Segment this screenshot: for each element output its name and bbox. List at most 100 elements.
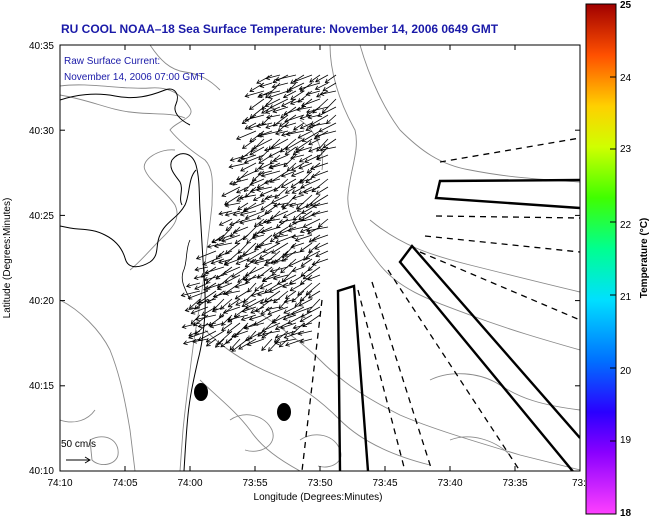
current-vector [242,306,257,313]
current-vector [270,98,289,109]
current-vector [229,218,249,226]
colorbar-tick-label: 20 [620,366,632,377]
current-vector-head [255,307,260,313]
current-vector-head [292,324,298,330]
current-vector-head [282,316,288,321]
current-vector-head [283,110,289,116]
current-vector [229,162,249,168]
current-vector [272,314,289,323]
current-vector [236,170,257,181]
current-vector [317,106,337,117]
current-vector [256,74,273,84]
current-vector [264,178,281,184]
current-vector-head [282,283,287,289]
current-vector [211,258,225,264]
current-vector [273,154,289,162]
current-vector-head [231,273,237,278]
current-vector [258,154,273,164]
current-vector-head [254,287,260,292]
current-vector [215,250,225,260]
current-vector [296,106,313,111]
current-vector-head [241,144,247,149]
current-vector [213,298,225,311]
current-vector-head [278,304,284,310]
current-vector [274,234,289,239]
current-vector-head [236,255,242,260]
current-vector [217,274,233,288]
caption-line-1: Raw Surface Current: [64,56,160,67]
current-vector-head [251,234,257,240]
current-vector-head [265,306,271,312]
current-vector [257,290,273,296]
y-tick-label: 40:30 [29,126,54,137]
current-vector-head [261,327,267,332]
current-vector-head [184,307,190,313]
current-vector-head [188,334,193,340]
current-vector [304,154,321,163]
current-vector [195,266,209,271]
current-vector [233,226,249,234]
x-tick-label: 74:00 [177,478,202,489]
current-vector [194,274,209,279]
current-vector-head [316,147,321,152]
current-vector [244,202,265,212]
y-tick-label: 40:15 [29,381,54,392]
current-vector [307,298,321,313]
current-vector [291,322,305,336]
current-vector-head [194,266,200,272]
current-vector-head [267,94,273,99]
current-vector-head [260,198,266,203]
current-vector [238,338,257,350]
current-vector-head [186,283,191,288]
current-vector [265,122,281,129]
current-vector-head [181,324,187,329]
current-vector-head [299,280,305,285]
current-vector-head [283,123,289,128]
current-vector [308,122,329,127]
current-vector [306,194,321,208]
current-vector [284,250,305,256]
current-vector-head [236,176,241,181]
current-vector-head [237,278,242,283]
current-vector [235,234,249,244]
current-vector [206,274,217,284]
current-vector [254,226,273,236]
current-vector-head [303,189,309,194]
current-vector-head [210,260,216,265]
current-vector-head [278,219,284,225]
current-vector-head [238,254,243,260]
current-vector [300,122,313,129]
current-vector-head [287,227,293,233]
current-vector-head [205,342,211,347]
current-vector-head [315,133,320,138]
current-vector [281,178,297,188]
current-vector-head [257,93,263,98]
y-tick-label: 40:20 [29,296,54,307]
current-vector [281,202,297,208]
current-vector [236,130,257,140]
current-vector-head [289,203,294,208]
current-vector [285,146,297,155]
current-vector [259,130,281,137]
current-vector-head [280,183,286,188]
current-vector-head [224,202,230,208]
current-vector-head [298,85,304,91]
x-tick-labels: 74:10 74:05 74:00 73:55 73:50 73:45 73:4… [47,478,591,489]
current-vector [284,114,305,122]
current-vector-head [235,301,241,306]
current-vector [262,322,281,332]
current-vector [301,98,313,108]
current-vector-head [295,146,300,151]
current-vector [212,306,225,312]
x-tick-label: 74:10 [47,478,72,489]
current-vector-head [308,147,313,153]
current-vector [252,170,265,182]
current-vector [283,90,297,98]
current-vector [292,266,305,272]
current-vector [195,314,217,320]
current-vector [183,338,201,345]
current-vector [249,146,265,156]
current-vector [294,298,305,307]
current-vector-head [206,243,212,249]
current-vector-head [275,239,280,244]
